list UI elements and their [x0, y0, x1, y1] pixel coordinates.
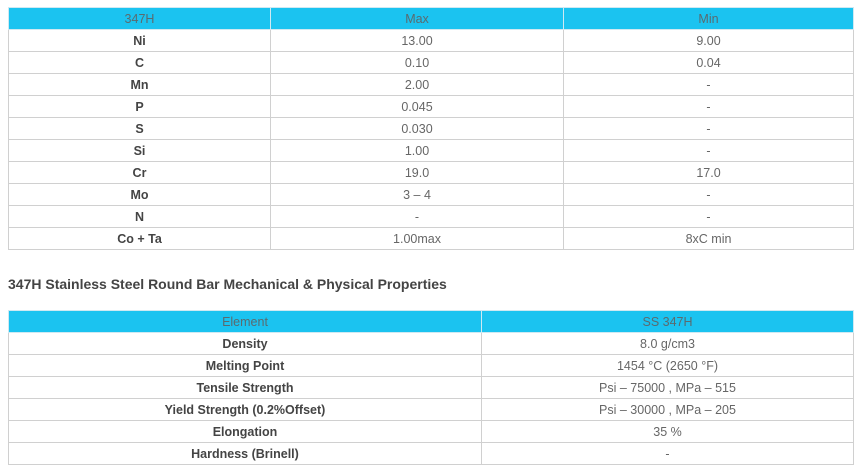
cell-value: -: [563, 95, 854, 118]
cell-value: 17.0: [563, 161, 854, 184]
cell-value: 1454 °C (2650 °F): [481, 354, 854, 377]
table-row: Yield Strength (0.2%Offset) Psi – 30000 ,…: [8, 398, 854, 421]
row-label: Cr: [8, 161, 271, 184]
row-label: Yield Strength (0.2%Offset): [8, 398, 482, 421]
cell-value: -: [270, 205, 564, 228]
table-row: Mn 2.00-: [8, 73, 854, 96]
composition-table: 347H Max Min Ni 13.00 9.00 C 0.10 0.04 Mn 2.00-…: [8, 7, 854, 250]
cell-value: -: [563, 73, 854, 96]
row-label: N: [8, 205, 271, 228]
section-title: 347H Stainless Steel Round Bar Mechanica…: [8, 276, 447, 292]
cell-value: 8.0 g/cm3: [481, 332, 854, 355]
row-label: Ni: [8, 29, 271, 52]
row-label: Si: [8, 139, 271, 162]
table-row: Hardness (Brinell) -: [8, 442, 854, 465]
cell-value: Psi – 75000 , MPa – 515: [481, 376, 854, 399]
cell-value: 9.00: [563, 29, 854, 52]
table-row: P 0.045-: [8, 95, 854, 118]
row-label: Mo: [8, 183, 271, 206]
cell-value: 0.045: [270, 95, 564, 118]
row-label: Tensile Strength: [8, 376, 482, 399]
row-label: Density: [8, 332, 482, 355]
row-label: Mn: [8, 73, 271, 96]
cell-value: 2.00: [270, 73, 564, 96]
table-row: Tensile Strength Psi – 75000 , MPa – 515: [8, 376, 854, 399]
header-cell: Element: [8, 310, 482, 333]
row-label: Hardness (Brinell): [8, 442, 482, 465]
cell-value: Psi – 30000 , MPa – 205: [481, 398, 854, 421]
table-row: Si 1.00-: [8, 139, 854, 162]
header-cell: Min: [563, 7, 854, 30]
header-cell: Max: [270, 7, 564, 30]
table-row: Co + Ta 1.00max 8xC min: [8, 227, 854, 250]
cell-value: -: [563, 139, 854, 162]
row-label: C: [8, 51, 271, 74]
table-row: Elongation 35 %: [8, 420, 854, 443]
cell-value: 35 %: [481, 420, 854, 443]
row-label: Elongation: [8, 420, 482, 443]
cell-value: 1.00max: [270, 227, 564, 250]
table-row: Density 8.0 g/cm3: [8, 332, 854, 355]
cell-value: 3 – 4: [270, 183, 564, 206]
row-label: Co + Ta: [8, 227, 271, 250]
table-row: N--: [8, 205, 854, 228]
table-row: Mo 3 – 4-: [8, 183, 854, 206]
cell-value: 8xC min: [563, 227, 854, 250]
cell-value: 13.00: [270, 29, 564, 52]
cell-value: 0.04: [563, 51, 854, 74]
cell-value: -: [563, 183, 854, 206]
cell-value: 0.030: [270, 117, 564, 140]
cell-value: 0.10: [270, 51, 564, 74]
row-label: P: [8, 95, 271, 118]
table-header-row: 347H Max Min: [8, 7, 854, 30]
cell-value: -: [481, 442, 854, 465]
row-label: S: [8, 117, 271, 140]
cell-value: -: [563, 205, 854, 228]
header-cell: SS 347H: [481, 310, 854, 333]
properties-table: Element SS 347H Density 8.0 g/cm3 Melting …: [8, 310, 854, 465]
table-row: Melting Point 1454 °C (2650 °F): [8, 354, 854, 377]
table-row: Cr 19.0 17.0: [8, 161, 854, 184]
table-row: S 0.030-: [8, 117, 854, 140]
cell-value: -: [563, 117, 854, 140]
cell-value: 1.00: [270, 139, 564, 162]
row-label: Melting Point: [8, 354, 482, 377]
cell-value: 19.0: [270, 161, 564, 184]
header-cell: 347H: [8, 7, 271, 30]
table-row: C 0.10 0.04: [8, 51, 854, 74]
table-row: Ni 13.00 9.00: [8, 29, 854, 52]
table-header-row: Element SS 347H: [8, 310, 854, 333]
